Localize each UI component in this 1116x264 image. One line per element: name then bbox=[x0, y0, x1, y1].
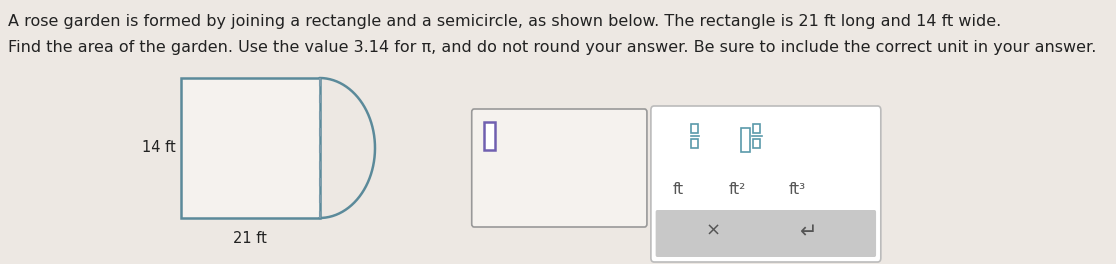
Bar bbox=[753, 139, 760, 148]
FancyBboxPatch shape bbox=[472, 109, 647, 227]
Bar bbox=[741, 128, 750, 152]
Bar bbox=[483, 122, 494, 150]
Bar bbox=[691, 139, 699, 148]
Bar bbox=[753, 124, 760, 133]
Text: ft: ft bbox=[672, 182, 683, 197]
FancyBboxPatch shape bbox=[656, 210, 876, 257]
Text: 14 ft: 14 ft bbox=[142, 140, 176, 155]
Bar bbox=[691, 124, 699, 133]
Text: 21 ft: 21 ft bbox=[233, 231, 267, 246]
Bar bbox=[181, 78, 319, 218]
Text: ↵: ↵ bbox=[800, 222, 817, 242]
Text: ×: × bbox=[706, 222, 721, 240]
FancyBboxPatch shape bbox=[651, 106, 881, 262]
Text: A rose garden is formed by joining a rectangle and a semicircle, as shown below.: A rose garden is formed by joining a rec… bbox=[8, 14, 1001, 29]
Text: ft³: ft³ bbox=[788, 182, 806, 197]
Text: Find the area of the garden. Use the value 3.14 for π, and do not round your ans: Find the area of the garden. Use the val… bbox=[8, 40, 1096, 55]
Text: ft²: ft² bbox=[729, 182, 745, 197]
